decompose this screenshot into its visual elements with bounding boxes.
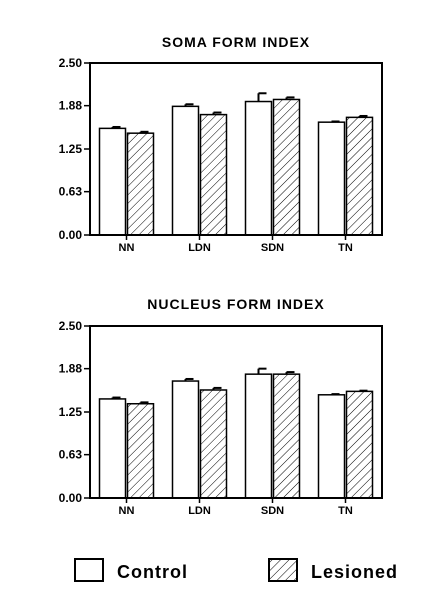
- chart-title: NUCLEUS FORM INDEX: [147, 296, 324, 312]
- legend-swatch-lesioned: [268, 558, 298, 582]
- y-tick-label: 1.25: [59, 142, 83, 156]
- bar-lesioned-ldn: [199, 113, 228, 236]
- y-tick-label: 2.50: [59, 56, 83, 70]
- y-tick-label: 2.50: [59, 319, 83, 333]
- bar-control-nn: [98, 127, 127, 236]
- bar-lesioned-ldn: [199, 389, 228, 499]
- legend-label-control: Control: [117, 562, 188, 582]
- y-tick-label: 1.25: [59, 405, 83, 419]
- y-tick-label: 0.63: [59, 185, 83, 199]
- x-tick-label: TN: [338, 505, 353, 517]
- bar-control-nn: [98, 398, 127, 499]
- bar-control-ldn: [171, 105, 200, 236]
- legend-swatch-control: [74, 558, 104, 582]
- chart-1: SOMA FORM INDEX NN LDN SDN TN 0.00 0.63 1.25 1.8…: [59, 34, 383, 254]
- bar-control-sdn: [244, 373, 273, 499]
- bar-lesioned-sdn: [272, 98, 301, 236]
- x-tick-label: TN: [338, 242, 353, 254]
- chart-title: SOMA FORM INDEX: [162, 34, 310, 50]
- y-tick-label: 0.00: [59, 228, 83, 242]
- legend-label-lesioned: Lesioned: [311, 562, 398, 582]
- bar-lesioned-nn: [126, 402, 155, 499]
- x-tick-label: NN: [119, 242, 135, 254]
- y-tick-label: 1.88: [59, 99, 83, 113]
- bar-control-tn: [317, 121, 346, 236]
- bar-lesioned-tn: [345, 116, 374, 236]
- y-tick-label: 1.88: [59, 362, 83, 376]
- x-tick-label: LDN: [188, 505, 211, 517]
- x-tick-label: LDN: [188, 242, 211, 254]
- bar-lesioned-sdn: [272, 373, 301, 499]
- bar-lesioned-nn: [126, 132, 155, 236]
- x-tick-label: SDN: [261, 505, 284, 517]
- y-tick-label: 0.63: [59, 448, 83, 462]
- bar-control-ldn: [171, 380, 200, 499]
- bar-control-tn: [317, 394, 346, 499]
- bar-lesioned-tn: [345, 390, 374, 499]
- legend: Control Lesioned: [74, 558, 398, 582]
- x-tick-label: NN: [119, 505, 135, 517]
- chart-2: NUCLEUS FORM INDEX NN LDN SDN TN 0.00 0.63 1.25…: [59, 296, 383, 517]
- y-tick-label: 0.00: [59, 491, 83, 505]
- x-tick-label: SDN: [261, 242, 284, 254]
- bar-control-sdn: [244, 100, 273, 236]
